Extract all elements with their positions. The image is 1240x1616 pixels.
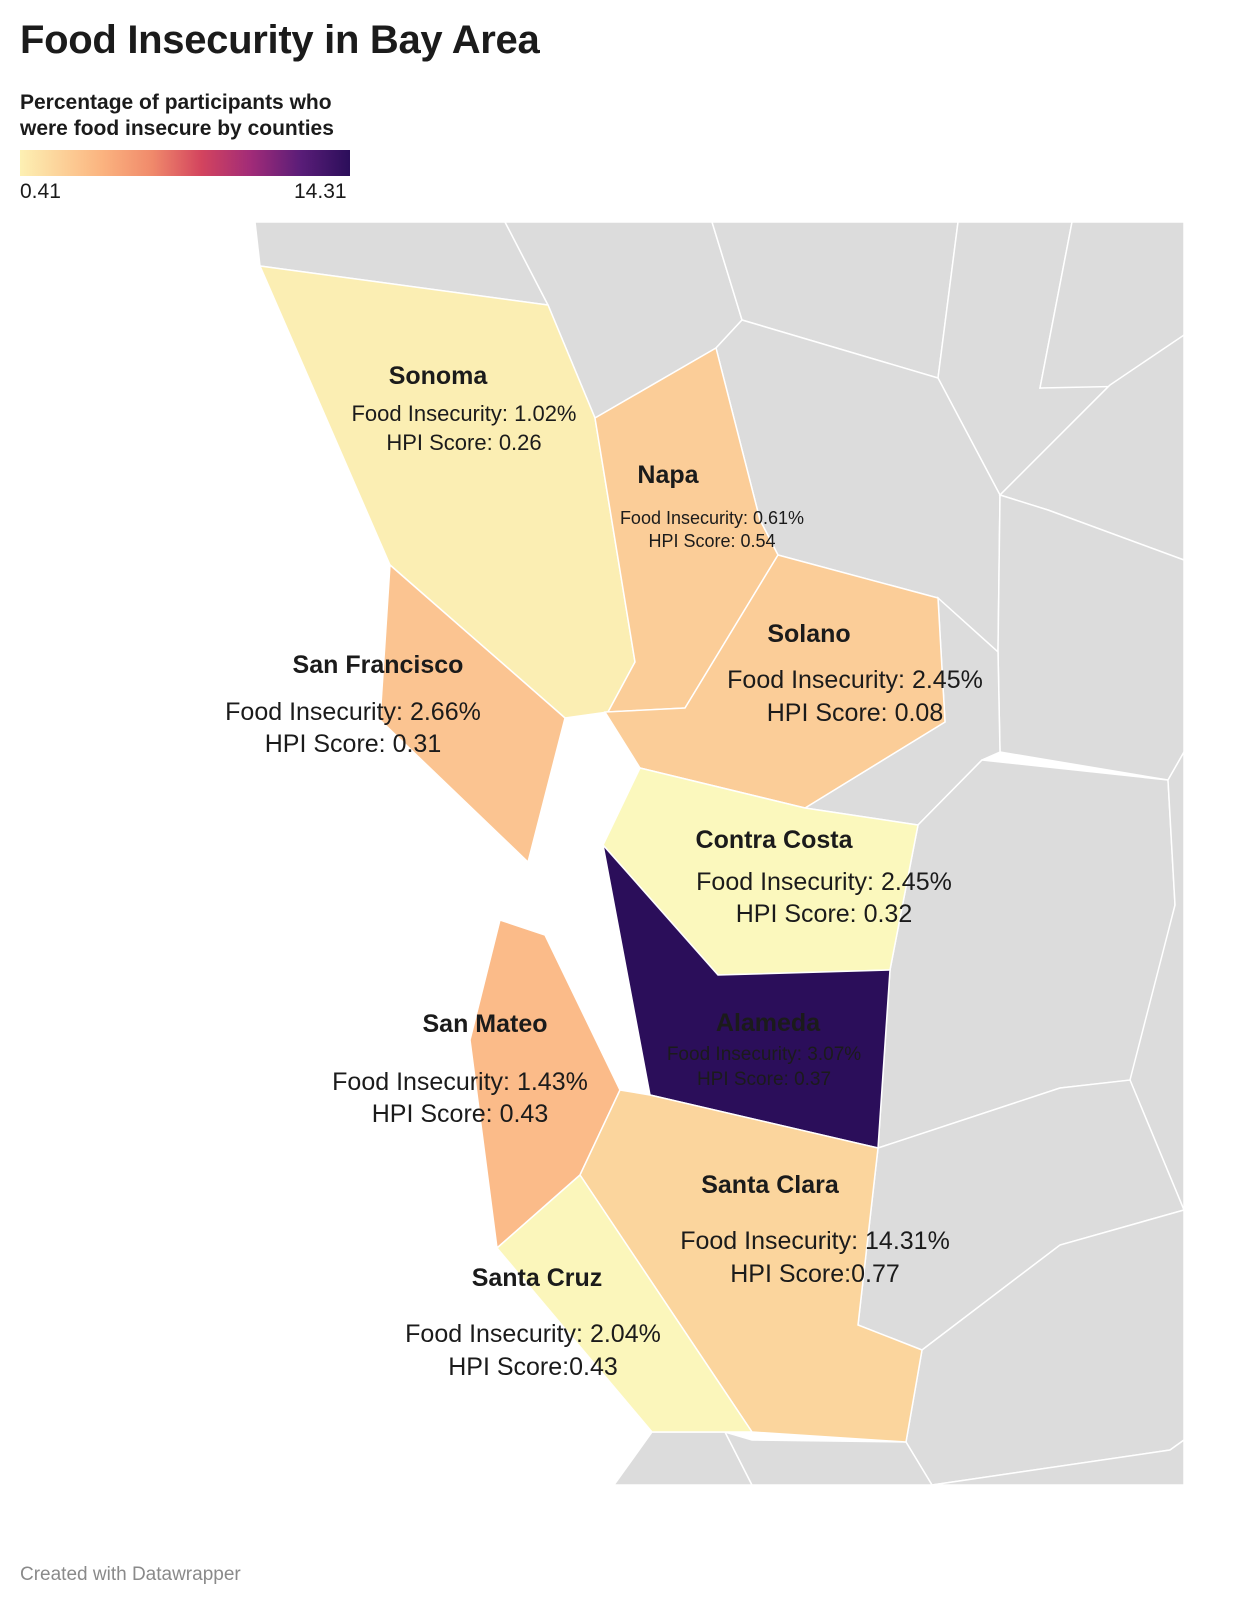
food-insecurity-value: Food Insecurity: 2.66%: [225, 698, 481, 726]
county-alameda[interactable]: [601, 842, 891, 1149]
neighbor-region: [723, 1430, 934, 1486]
footer-credit: Created with Datawrapper: [20, 1564, 241, 1585]
label-santa-cruz: Santa Cruz Food Insecurity: 2.04% HPI Sc…: [405, 1264, 661, 1381]
legend-color-scale: [20, 150, 350, 176]
food-insecurity-value: Food Insecurity: 3.07%: [667, 1044, 861, 1065]
county-san-francisco[interactable]: [379, 563, 566, 864]
county-santa-cruz[interactable]: [495, 1173, 754, 1433]
county-name: San Mateo: [422, 1010, 547, 1038]
label-sonoma: Sonoma Food Insecurity: 1.02% HPI Score:…: [351, 362, 576, 455]
hpi-score-value: HPI Score:0.43: [448, 1353, 618, 1381]
hpi-score-value: HPI Score: 0.08: [767, 699, 943, 727]
neighbor-region: [931, 1438, 1185, 1486]
hpi-score-value: HPI Score: 0.26: [386, 430, 541, 455]
hpi-score-value: HPI Score: 0.31: [265, 730, 441, 758]
food-insecurity-value: Food Insecurity: 1.02%: [351, 401, 576, 426]
map-title: Food Insecurity in Bay Area: [20, 18, 540, 62]
food-insecurity-value: Food Insecurity: 2.04%: [405, 1320, 661, 1348]
county-name: Solano: [767, 620, 850, 648]
food-insecurity-value: Food Insecurity: 2.45%: [696, 868, 952, 896]
neighbor-regions: [254, 221, 1186, 1486]
food-insecurity-value: Food Insecurity: 1.43%: [332, 1068, 588, 1096]
label-san-mateo: San Mateo Food Insecurity: 1.43% HPI Sco…: [332, 1010, 588, 1128]
hpi-score-value: HPI Score:0.77: [730, 1260, 900, 1288]
hpi-score-value: HPI Score: 0.37: [697, 1069, 831, 1090]
label-santa-clara: Santa Clara Food Insecurity: 14.31% HPI …: [680, 1171, 950, 1288]
county-name: Alameda: [716, 1009, 821, 1037]
hpi-score-value: HPI Score: 0.43: [372, 1100, 548, 1128]
county-name: San Francisco: [293, 651, 464, 679]
food-insecurity-value: Food Insecurity: 0.61%: [620, 508, 804, 528]
county-name: Contra Costa: [696, 826, 854, 854]
hpi-score-value: HPI Score: 0.54: [648, 531, 775, 551]
hpi-score-value: HPI Score: 0.32: [736, 900, 912, 928]
label-alameda: Alameda Food Insecurity: 3.07% HPI Score…: [667, 1009, 861, 1090]
label-napa: Napa Food Insecurity: 0.61% HPI Score: 0…: [620, 461, 804, 551]
label-contra-costa: Contra Costa Food Insecurity: 2.45% HPI …: [696, 826, 952, 928]
legend-min-label: 0.41: [20, 180, 61, 203]
county-name: Napa: [637, 461, 699, 489]
food-insecurity-value: Food Insecurity: 2.45%: [727, 666, 983, 694]
food-insecurity-value: Food Insecurity: 14.31%: [680, 1227, 950, 1255]
county-name: Santa Cruz: [472, 1264, 603, 1292]
county-name: Sonoma: [389, 362, 489, 390]
label-solano: Solano Food Insecurity: 2.45% HPI Score:…: [727, 620, 983, 727]
legend-title: Percentage of participants who were food…: [20, 91, 334, 140]
label-san-francisco: San Francisco Food Insecurity: 2.66% HPI…: [225, 651, 481, 758]
county-labels: Sonoma Food Insecurity: 1.02% HPI Score:…: [225, 362, 983, 1381]
legend-max-label: 14.31: [294, 180, 347, 203]
county-name: Santa Clara: [701, 1171, 840, 1199]
counties: [258, 265, 946, 1443]
